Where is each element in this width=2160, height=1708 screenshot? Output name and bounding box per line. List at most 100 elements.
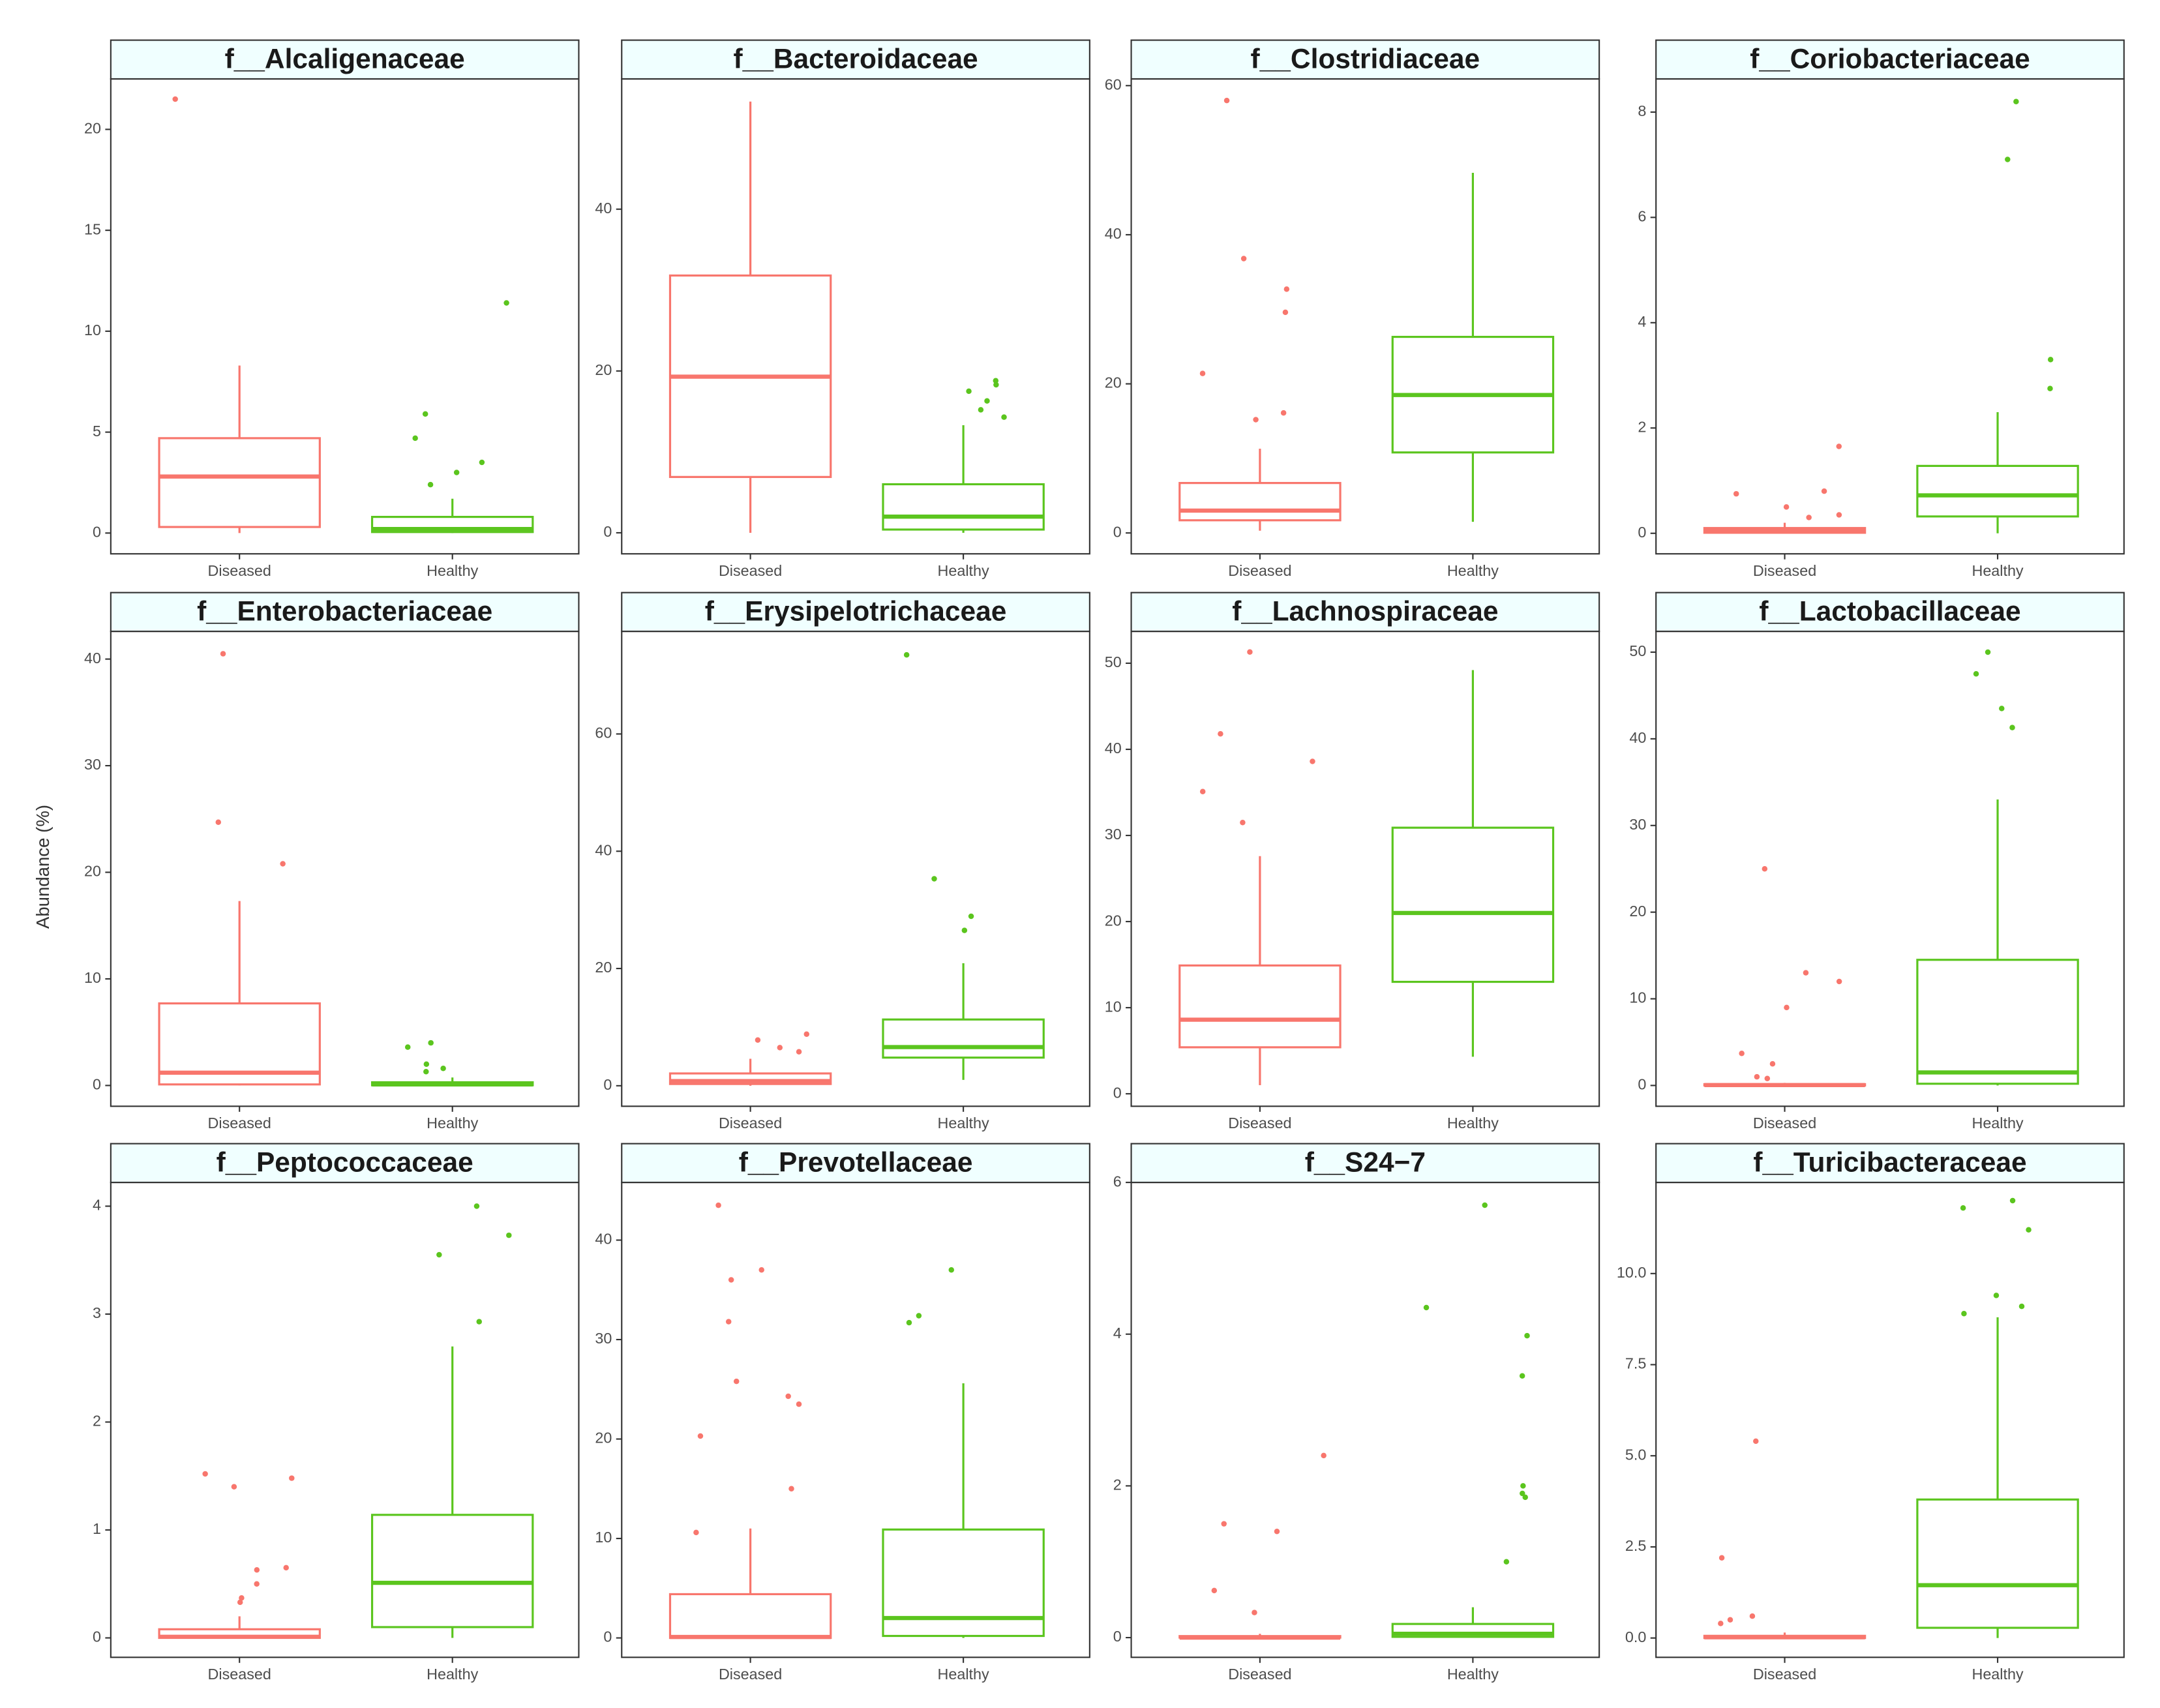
strip bbox=[110, 39, 580, 80]
outlier-point bbox=[1961, 1311, 1967, 1317]
outlier-point bbox=[1783, 504, 1790, 510]
outlier-point bbox=[1960, 1205, 1966, 1211]
outlier-point bbox=[1252, 1610, 1257, 1615]
outlier-point bbox=[283, 1565, 289, 1571]
outlier-point bbox=[473, 1203, 480, 1209]
axis-title: Abundance (%) bbox=[33, 805, 53, 929]
outlier-point bbox=[733, 1378, 740, 1385]
outlier-point bbox=[440, 1066, 446, 1071]
panel-title: f__Enterobacteriaceae bbox=[197, 596, 492, 627]
strip bbox=[1655, 1143, 2125, 1184]
outlier-point bbox=[1727, 1617, 1733, 1623]
outlier-point bbox=[453, 470, 460, 475]
outlier-point bbox=[725, 1319, 732, 1325]
outlier-point bbox=[1218, 730, 1223, 737]
y-tick-label: 2 bbox=[93, 1413, 101, 1430]
strip bbox=[1130, 39, 1600, 80]
box bbox=[668, 1593, 832, 1640]
x-tick-label: Diseased bbox=[208, 1666, 271, 1683]
box bbox=[1391, 826, 1555, 983]
outlier-point bbox=[1754, 1073, 1760, 1080]
y-tick-label: 40 bbox=[1629, 729, 1646, 746]
box bbox=[1391, 1623, 1555, 1638]
panel-title: f__Clostridiaceae bbox=[1251, 44, 1480, 74]
x-tick-label: Diseased bbox=[719, 562, 782, 579]
outlier-point bbox=[1762, 865, 1768, 872]
strip bbox=[621, 592, 1090, 633]
outlier-point bbox=[1520, 1490, 1525, 1497]
outlier-point bbox=[968, 913, 974, 920]
y-tick-label: 2.5 bbox=[1625, 1537, 1646, 1554]
outlier-point bbox=[978, 407, 984, 413]
panel-border bbox=[1130, 78, 1600, 555]
outlier-point bbox=[796, 1401, 802, 1407]
outlier-point bbox=[1283, 286, 1290, 292]
outlier-point bbox=[1240, 819, 1246, 826]
x-tick-label: Diseased bbox=[1753, 1666, 1816, 1683]
outlier-point bbox=[1240, 256, 1247, 262]
outlier-point bbox=[1503, 1559, 1510, 1565]
y-tick-label: 0.0 bbox=[1625, 1628, 1646, 1645]
outlier-point bbox=[966, 388, 972, 395]
panel-border bbox=[621, 631, 1090, 1107]
y-tick-label: 40 bbox=[595, 1231, 612, 1248]
outlier-point bbox=[906, 1319, 912, 1326]
outlier-point bbox=[1821, 488, 1827, 494]
x-tick-label: Diseased bbox=[1228, 1666, 1291, 1683]
outlier-point bbox=[2026, 1227, 2032, 1233]
outlier-point bbox=[2009, 725, 2015, 730]
outlier-point bbox=[1423, 1304, 1430, 1311]
x-tick-label: Healthy bbox=[1972, 562, 2023, 579]
y-tick-label: 4 bbox=[93, 1197, 101, 1214]
box bbox=[882, 1018, 1045, 1059]
panel-title: f__Alcaligenaceae bbox=[225, 44, 465, 74]
strip bbox=[1130, 592, 1600, 633]
outlier-point bbox=[1993, 1293, 2000, 1298]
panel-border bbox=[110, 78, 580, 555]
outlier-point bbox=[1482, 1202, 1488, 1208]
y-tick-label: 40 bbox=[595, 841, 612, 858]
box bbox=[882, 1528, 1045, 1638]
box bbox=[158, 1002, 321, 1086]
outlier-point bbox=[1999, 706, 2005, 712]
outlier-point bbox=[237, 1599, 243, 1606]
outlier-point bbox=[993, 378, 999, 383]
outlier-point bbox=[476, 1319, 482, 1325]
outlier-point bbox=[479, 459, 485, 466]
outlier-point bbox=[254, 1581, 260, 1587]
y-tick-label: 30 bbox=[1105, 826, 1122, 843]
y-tick-label: 20 bbox=[84, 863, 101, 880]
y-tick-label: 10 bbox=[1105, 998, 1122, 1015]
y-tick-label: 2 bbox=[1113, 1476, 1122, 1493]
panel-title: f__Peptococcaceae bbox=[217, 1147, 473, 1178]
outlier-point bbox=[1282, 309, 1289, 316]
panel-border bbox=[1655, 1182, 2125, 1658]
outlier-point bbox=[1524, 1332, 1530, 1339]
outlier-point bbox=[1806, 515, 1812, 520]
outlier-point bbox=[1836, 443, 1842, 449]
box bbox=[882, 483, 1045, 531]
outlier-point bbox=[1001, 414, 1007, 420]
y-tick-label: 6 bbox=[1113, 1173, 1122, 1190]
y-tick-label: 2 bbox=[1638, 418, 1646, 435]
panel-border bbox=[621, 1182, 1090, 1658]
panel-title: f__Lachnospiraceae bbox=[1232, 596, 1498, 627]
y-tick-label: 10.0 bbox=[1617, 1264, 1646, 1281]
x-tick-label: Healthy bbox=[427, 1115, 478, 1131]
outlier-point bbox=[2009, 1197, 2016, 1204]
outlier-point bbox=[961, 927, 968, 933]
outlier-point bbox=[506, 1232, 512, 1238]
outlier-point bbox=[1836, 978, 1842, 985]
panel-border bbox=[110, 1182, 580, 1658]
y-tick-label: 10 bbox=[84, 322, 101, 338]
outlier-point bbox=[2047, 385, 2053, 391]
y-tick-label: 8 bbox=[1638, 102, 1646, 119]
outlier-point bbox=[984, 398, 990, 404]
strip bbox=[110, 1143, 580, 1184]
x-tick-label: Healthy bbox=[427, 1666, 478, 1683]
x-tick-label: Diseased bbox=[1753, 1115, 1816, 1131]
panel-border bbox=[1130, 631, 1600, 1107]
y-tick-label: 0 bbox=[1113, 523, 1122, 540]
strip bbox=[110, 592, 580, 633]
strip bbox=[1655, 592, 2125, 633]
